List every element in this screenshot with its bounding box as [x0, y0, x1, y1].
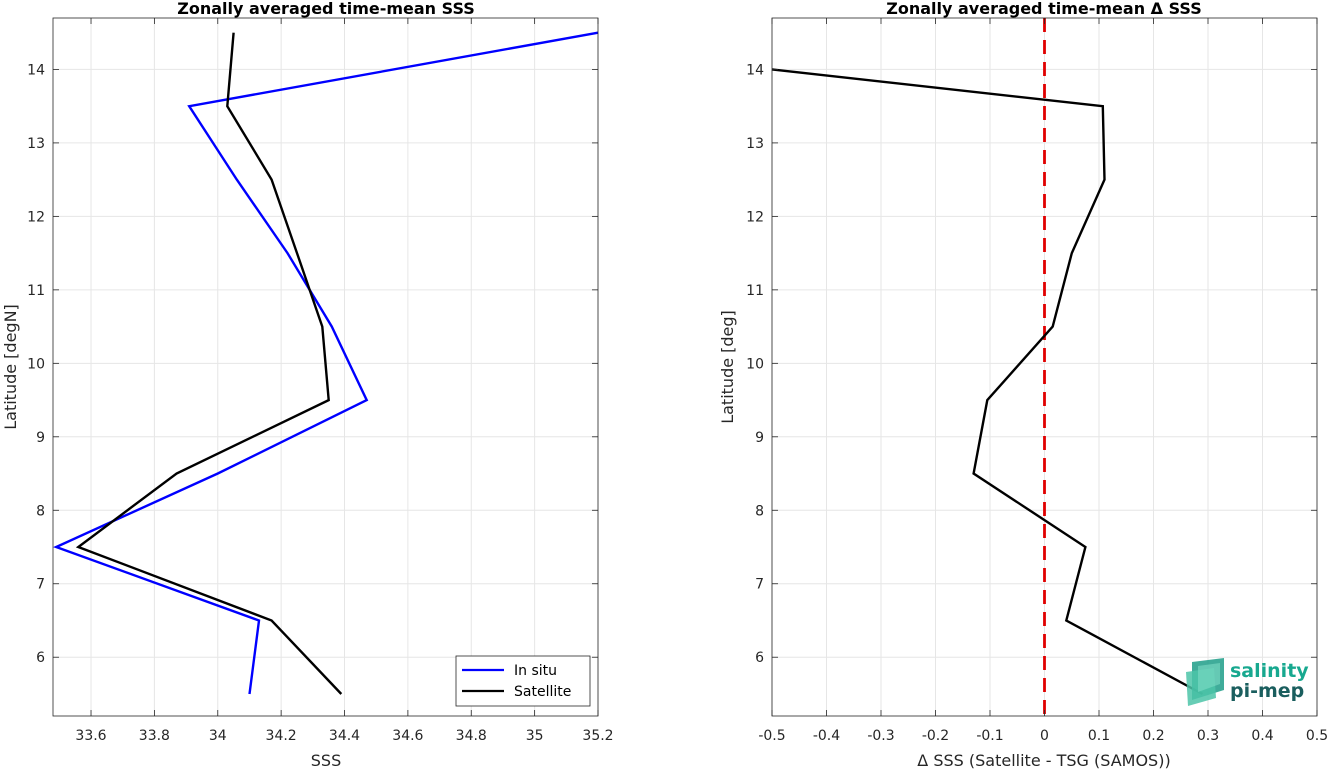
- x-tick-label: -0.2: [922, 728, 949, 744]
- x-tick-label: 34.6: [392, 728, 423, 744]
- right-ticks: -0.5 -0.4 -0.3 -0.2 -0.1 0 0.1 0.2 0.3 0.4 0.5 6 7 8 9…: [746, 18, 1328, 744]
- y-tick-label: 7: [36, 577, 45, 593]
- y-tick-label: 7: [755, 577, 764, 593]
- left-x-axis-label: SSS: [311, 751, 341, 769]
- y-tick-label: 8: [36, 503, 45, 519]
- left-chart: 33.6 33.8 34 34.2 34.4 34.6 34.8 35 35.2 6 7 8 9 10 11…: [1, 0, 614, 769]
- logo-wave-shape-3: [1198, 663, 1220, 692]
- y-tick-label: 12: [746, 209, 764, 225]
- y-tick-label: 10: [27, 356, 45, 372]
- x-tick-label: 34.4: [329, 728, 360, 744]
- series-line-satellite: [75, 32, 343, 695]
- x-tick-label: -0.3: [867, 728, 894, 744]
- x-tick-label: 0.2: [1142, 728, 1164, 744]
- left-y-axis-label: Latitude [degN]: [1, 304, 20, 430]
- series-line-delta-sss: [771, 68, 1204, 696]
- series-line-in-situ: [53, 31, 599, 695]
- x-tick-label: 0.3: [1197, 728, 1219, 744]
- salinity-pi-mep-logo: salinity pi-mep: [1186, 658, 1309, 706]
- x-tick-label: 0.4: [1251, 728, 1273, 744]
- left-legend: In situ Satellite: [455, 655, 591, 707]
- x-tick-label: -0.1: [976, 728, 1003, 744]
- logo-text-salinity: salinity: [1230, 660, 1309, 682]
- y-tick-label: 14: [746, 62, 764, 78]
- y-tick-label: 12: [27, 209, 45, 225]
- legend-box: [455, 655, 591, 707]
- x-tick-label: 35.2: [582, 728, 613, 744]
- y-tick-label: 9: [755, 430, 764, 446]
- y-tick-label: 8: [755, 503, 764, 519]
- y-tick-label: 11: [27, 283, 45, 299]
- x-tick-label: 34.2: [266, 728, 297, 744]
- right-y-axis-label: Latitude [deg]: [718, 310, 737, 424]
- y-tick-label: 13: [27, 136, 45, 152]
- y-tick-label: 11: [746, 283, 764, 299]
- left-ticks: 33.6 33.8 34 34.2 34.4 34.6 34.8 35 35.2 6 7 8 9 10 11…: [27, 18, 614, 744]
- x-tick-label: 0.1: [1088, 728, 1110, 744]
- x-tick-label: 33.6: [75, 728, 106, 744]
- y-tick-label: 14: [27, 62, 45, 78]
- logo-text-pi-mep: pi-mep: [1230, 680, 1304, 702]
- left-series: [53, 31, 599, 695]
- right-chart-title: Zonally averaged time-mean Δ SSS: [886, 0, 1202, 18]
- y-tick-label: 13: [746, 136, 764, 152]
- legend-label-satellite: Satellite: [514, 684, 571, 700]
- right-x-axis-label: Δ SSS (Satellite - TSG (SAMOS)): [917, 751, 1170, 769]
- x-tick-label: 33.8: [139, 728, 170, 744]
- x-tick-label: -0.4: [813, 728, 840, 744]
- y-tick-label: 9: [36, 430, 45, 446]
- y-tick-label: 10: [746, 356, 764, 372]
- right-series: [771, 18, 1204, 716]
- x-tick-label: 34: [209, 728, 227, 744]
- left-plot-frame: [52, 17, 599, 717]
- y-tick-label: 6: [755, 650, 764, 666]
- x-tick-label: -0.5: [758, 728, 785, 744]
- y-tick-label: 6: [36, 650, 45, 666]
- x-tick-label: 0: [1040, 728, 1049, 744]
- x-tick-label: 35: [526, 728, 544, 744]
- x-tick-label: 0.5: [1306, 728, 1328, 744]
- right-chart: -0.5 -0.4 -0.3 -0.2 -0.1 0 0.1 0.2 0.3 0.4 0.5 6 7 8 9…: [718, 0, 1328, 769]
- legend-label-in-situ: In situ: [514, 663, 557, 679]
- left-chart-title: Zonally averaged time-mean SSS: [177, 0, 475, 18]
- x-tick-label: 34.8: [456, 728, 487, 744]
